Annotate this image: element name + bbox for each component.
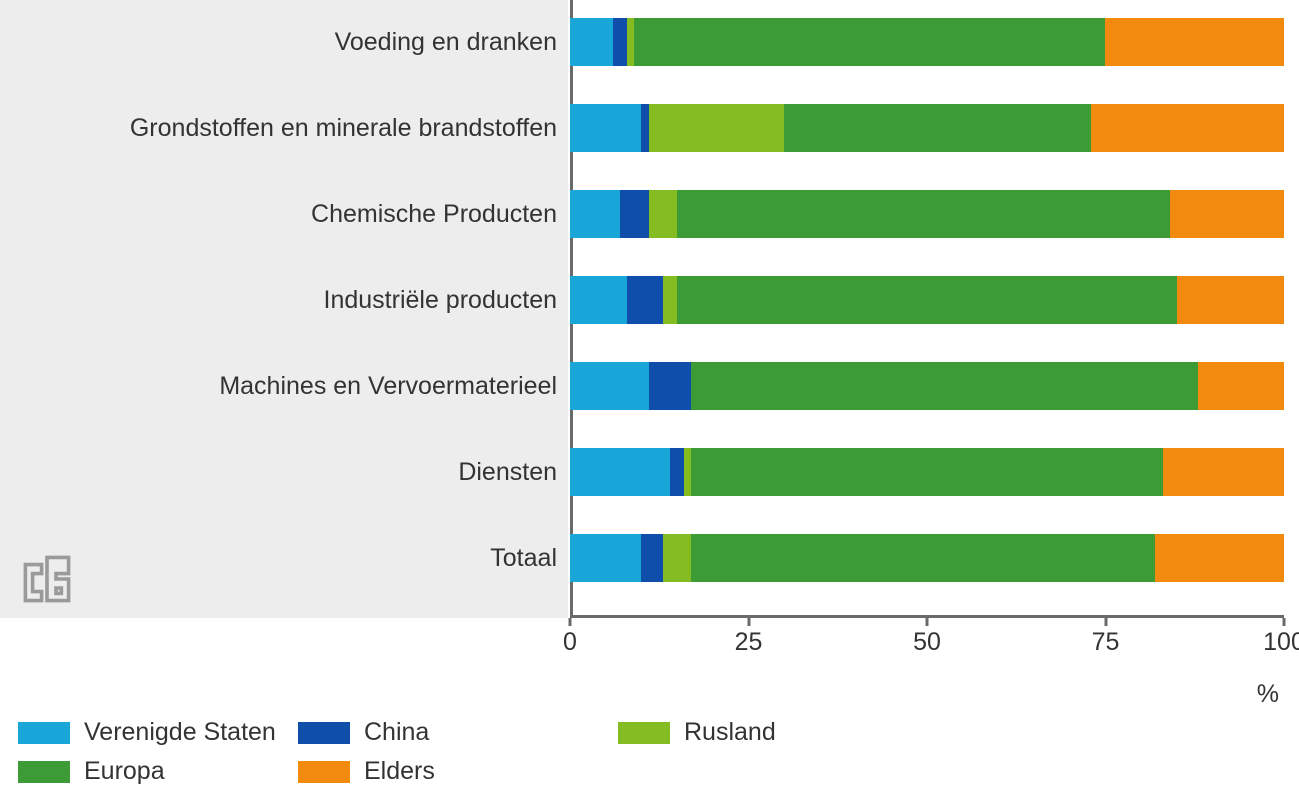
x-tick-label: 0 bbox=[563, 628, 577, 657]
legend-swatch bbox=[298, 722, 350, 744]
bar-segment-us bbox=[570, 362, 649, 410]
x-tick-label: 50 bbox=[913, 628, 941, 657]
bar-segment-europe bbox=[691, 448, 1162, 496]
bar-segment-europe bbox=[634, 18, 1105, 66]
legend-swatch bbox=[18, 761, 70, 783]
bar-segment-russia bbox=[663, 276, 677, 324]
chart-legend: Verenigde StatenChinaRuslandEuropaElders bbox=[18, 718, 1278, 786]
bar-segment-europe bbox=[677, 276, 1177, 324]
category-label: Voeding en dranken bbox=[17, 18, 557, 66]
bar-segment-china bbox=[641, 104, 648, 152]
x-axis-label: % bbox=[1257, 680, 1279, 709]
x-tick-label: 25 bbox=[735, 628, 763, 657]
bar-segment-us bbox=[570, 104, 641, 152]
bar-segment-russia bbox=[627, 18, 634, 66]
bar-segment-elders bbox=[1163, 448, 1284, 496]
x-tick-label: 75 bbox=[1092, 628, 1120, 657]
legend-label: China bbox=[364, 718, 429, 747]
bar-row bbox=[570, 190, 1284, 238]
category-label: Industriële producten bbox=[17, 276, 557, 324]
legend-swatch bbox=[298, 761, 350, 783]
x-tick-mark bbox=[926, 618, 929, 626]
bar-row bbox=[570, 18, 1284, 66]
bar-segment-china bbox=[627, 276, 663, 324]
category-label: Machines en Vervoermaterieel bbox=[17, 362, 557, 410]
bar-row bbox=[570, 362, 1284, 410]
legend-swatch bbox=[18, 722, 70, 744]
bar-segment-russia bbox=[663, 534, 692, 582]
bar-segment-us bbox=[570, 18, 613, 66]
bar-segment-elders bbox=[1105, 18, 1284, 66]
bar-segment-us bbox=[570, 534, 641, 582]
bar-row bbox=[570, 276, 1284, 324]
legend-item-china: China bbox=[298, 718, 618, 747]
bar-segment-elders bbox=[1091, 104, 1284, 152]
bar-segment-elders bbox=[1170, 190, 1284, 238]
bar-row bbox=[570, 534, 1284, 582]
bar-segment-china bbox=[613, 18, 627, 66]
legend-item-us: Verenigde Staten bbox=[18, 718, 298, 747]
x-tick-mark bbox=[747, 618, 750, 626]
bar-segment-us bbox=[570, 448, 670, 496]
category-label: Diensten bbox=[17, 448, 557, 496]
bar-segment-europe bbox=[784, 104, 1091, 152]
bar-segment-europe bbox=[677, 190, 1170, 238]
bar-segment-china bbox=[649, 362, 692, 410]
legend-row: Verenigde Staten China Rusland bbox=[18, 718, 1278, 747]
bar-segment-russia bbox=[649, 104, 785, 152]
x-tick-mark bbox=[569, 618, 572, 626]
bar-segment-elders bbox=[1155, 534, 1284, 582]
category-label: Grondstoffen en minerale brandstoffen bbox=[17, 104, 557, 152]
bar-row bbox=[570, 448, 1284, 496]
x-tick-mark bbox=[1283, 618, 1286, 626]
bar-segment-china bbox=[670, 448, 684, 496]
bar-segment-russia bbox=[684, 448, 691, 496]
bar-segment-china bbox=[641, 534, 662, 582]
bar-row bbox=[570, 104, 1284, 152]
legend-swatch bbox=[618, 722, 670, 744]
bar-segment-elders bbox=[1198, 362, 1284, 410]
bar-segment-us bbox=[570, 276, 627, 324]
bar-segment-elders bbox=[1177, 276, 1284, 324]
bar-segment-europe bbox=[691, 362, 1198, 410]
bar-segment-europe bbox=[691, 534, 1155, 582]
legend-label: Verenigde Staten bbox=[84, 718, 276, 747]
legend-item-russia: Rusland bbox=[618, 718, 918, 747]
bar-segment-russia bbox=[649, 190, 678, 238]
x-tick-mark bbox=[1104, 618, 1107, 626]
bar-segment-us bbox=[570, 190, 620, 238]
legend-label: Rusland bbox=[684, 718, 776, 747]
bar-segment-china bbox=[620, 190, 649, 238]
category-label: Totaal bbox=[17, 534, 557, 582]
category-label: Chemische Producten bbox=[17, 190, 557, 238]
x-tick-label: 100 bbox=[1263, 628, 1299, 657]
